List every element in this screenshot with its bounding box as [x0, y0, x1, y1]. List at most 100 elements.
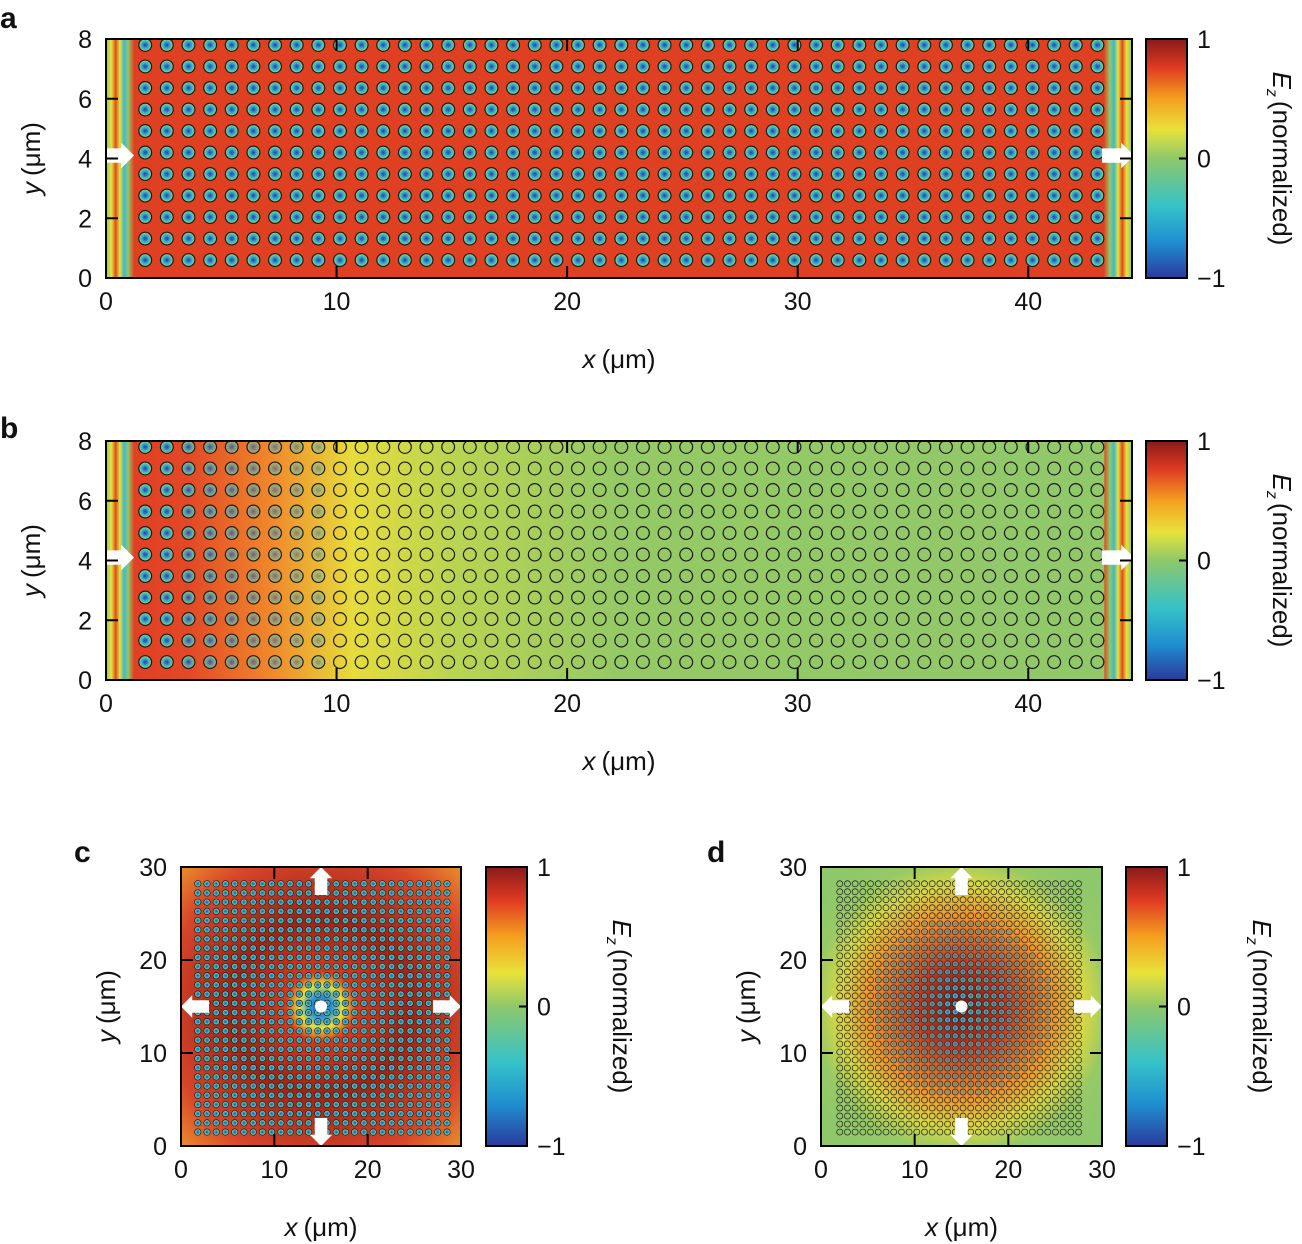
lattice-rod [194, 1036, 202, 1044]
lattice-rod [679, 210, 694, 225]
lattice-rod [1044, 960, 1052, 968]
y-tick-label: 20 [779, 947, 807, 975]
lattice-rod [1059, 1040, 1067, 1048]
lattice-rod [415, 953, 423, 961]
lattice-rod [424, 1082, 433, 1090]
lattice-rod [936, 896, 944, 904]
lattice-rod [159, 124, 174, 139]
lattice-rod [1090, 633, 1105, 648]
lattice-rod [1059, 1016, 1067, 1024]
lattice-rod [990, 1088, 998, 1096]
lattice-rod [998, 1096, 1005, 1104]
lattice-rod [975, 1032, 982, 1040]
lattice-rod [277, 990, 285, 998]
lattice-rod [224, 145, 239, 160]
lattice-rod [744, 482, 759, 497]
lattice-rod [895, 590, 910, 605]
lattice-rod [138, 231, 153, 246]
lattice-rod [484, 655, 499, 670]
lattice-rod [614, 124, 629, 139]
lattice-rod [844, 1120, 851, 1128]
lattice-rod [354, 80, 369, 95]
lattice-rod [1044, 1080, 1052, 1088]
lattice-rod [138, 167, 153, 182]
lattice-rod [951, 920, 959, 928]
lattice-rod [859, 1064, 867, 1072]
lattice-rod [614, 210, 629, 225]
lattice-rod [203, 981, 211, 989]
lattice-rod [397, 916, 405, 925]
lattice-rod [890, 1008, 898, 1016]
lattice-rod [982, 984, 990, 992]
lattice-rod [341, 1100, 350, 1109]
lattice-rod [212, 1018, 220, 1026]
lattice-rod [549, 526, 564, 541]
lattice-rod [1021, 928, 1028, 936]
lattice-rod [936, 968, 944, 976]
lattice-rod [944, 976, 951, 984]
lattice-rod [982, 992, 990, 1000]
lattice-rod [240, 1054, 248, 1063]
lattice-rod [443, 1128, 451, 1136]
lattice-rod [809, 124, 824, 139]
lattice-rod [462, 482, 477, 497]
lattice-rod [959, 1096, 967, 1104]
lattice-rod [921, 1032, 928, 1040]
lattice-rod [388, 926, 396, 934]
lattice-rod [874, 944, 882, 952]
lattice-rod [890, 1024, 898, 1032]
lattice-rod [397, 124, 412, 139]
lattice-rod [221, 1091, 230, 1099]
lattice-rod [1044, 1096, 1052, 1104]
lattice-rod [990, 1072, 998, 1080]
lattice-rod [1005, 928, 1013, 936]
lattice-rod [360, 1008, 368, 1017]
lattice-rod [258, 1128, 266, 1136]
lattice-rod [944, 944, 951, 952]
lattice-rod [679, 504, 694, 519]
lattice-rod [1013, 1064, 1021, 1072]
lattice-rod [917, 167, 932, 182]
lattice-rod [369, 1008, 377, 1017]
lattice-rod [592, 590, 607, 605]
lattice-rod [836, 896, 844, 904]
lattice-rod [614, 80, 629, 95]
rod-lattice [194, 880, 451, 1136]
lattice-rod [928, 880, 936, 888]
lattice-rod [311, 633, 326, 648]
arrow-input-icon [102, 544, 134, 571]
lattice-rod [360, 1082, 368, 1090]
lattice-rod [1052, 976, 1059, 984]
lattice-rod [851, 928, 859, 936]
lattice-rod [882, 976, 890, 984]
lattice-rod [441, 633, 456, 648]
lattice-rod [990, 1064, 998, 1072]
lattice-rod [406, 944, 414, 952]
lattice-rod [967, 1000, 975, 1008]
lattice-rod [982, 936, 990, 944]
lattice-rod [549, 547, 564, 562]
lattice-rod [1013, 1128, 1021, 1136]
lattice-rod [1003, 188, 1018, 203]
lattice-rod [441, 231, 456, 246]
lattice-rod [867, 992, 874, 1000]
lattice-rod [1036, 1008, 1044, 1016]
lattice-rod [1036, 880, 1044, 888]
lattice-rod [938, 441, 953, 454]
lattice-rod [181, 102, 196, 117]
x-tick-label: 10 [323, 690, 351, 718]
lattice-rod [332, 253, 347, 268]
lattice-rod [249, 907, 257, 915]
lattice-rod [203, 1073, 211, 1081]
lattice-rod [1059, 1104, 1067, 1112]
lattice-rod [369, 953, 377, 961]
lattice-rod [967, 920, 975, 928]
lattice-rod [1067, 936, 1075, 944]
lattice-rod [341, 981, 350, 989]
lattice-rod [249, 1036, 257, 1044]
lattice-rod [181, 482, 196, 497]
lattice-rod [258, 1110, 266, 1118]
lattice-rod [874, 547, 889, 562]
lattice-rod [406, 953, 414, 961]
lattice-rod [434, 1119, 442, 1127]
